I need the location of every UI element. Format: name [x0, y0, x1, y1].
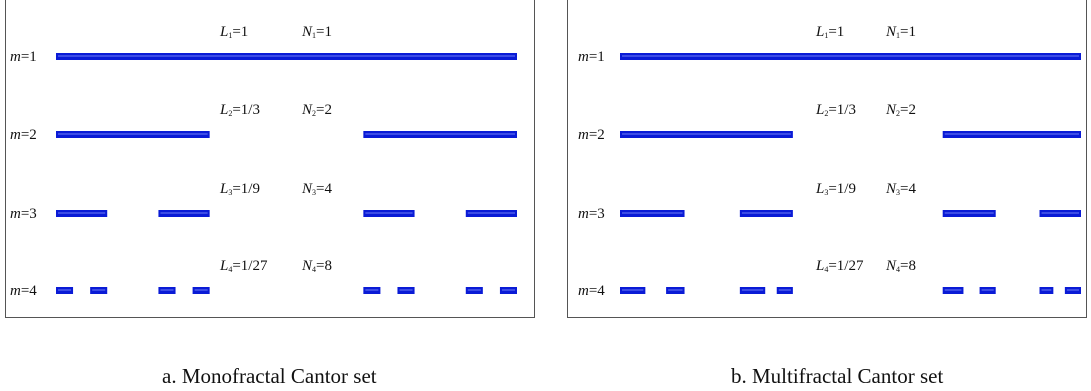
length-subscript: 3	[824, 188, 828, 197]
level-value: =3	[21, 206, 37, 222]
segment-count-label: N1=1	[301, 24, 332, 40]
level-label: m=4	[10, 283, 37, 299]
length-subscript: 2	[824, 109, 828, 118]
count-variable: N	[885, 181, 897, 197]
level-variable: m	[10, 206, 21, 222]
length-subscript: 3	[228, 188, 232, 197]
length-variable: L	[219, 24, 228, 40]
level-value: =4	[589, 283, 605, 299]
length-subscript: 2	[228, 109, 232, 118]
count-subscript: 1	[896, 31, 900, 40]
level-value: =1	[21, 49, 37, 65]
count-variable: N	[301, 181, 313, 197]
level-label: m=3	[10, 206, 37, 222]
segment-count-label: N4=8	[301, 258, 332, 274]
count-value: =4	[316, 181, 332, 197]
segment-length-label: L1=1	[219, 24, 248, 40]
multifractal-panel: m=1 L1=1 N1=1 m=2 L2=1/3 N2=2 m=3 L3=1/9 N3=4 m=4…	[567, 0, 1087, 318]
length-subscript: 4	[824, 265, 828, 274]
length-value: =1/3	[828, 102, 856, 118]
length-variable: L	[815, 181, 824, 197]
count-subscript: 4	[312, 265, 316, 274]
count-subscript: 3	[312, 188, 316, 197]
length-value: =1	[828, 24, 844, 40]
level-variable: m	[578, 49, 589, 65]
segment-length-label: L4=1/27	[815, 258, 864, 274]
level-value: =1	[589, 49, 605, 65]
segment-length-label: L2=1/3	[219, 102, 260, 118]
count-variable: N	[885, 258, 897, 274]
level-label: m=1	[10, 49, 37, 65]
length-value: =1/27	[828, 258, 864, 274]
length-value: =1/9	[828, 181, 856, 197]
count-value: =4	[900, 181, 916, 197]
count-value: =8	[900, 258, 916, 274]
segment-count-label: N4=8	[885, 258, 916, 274]
multifractal-diagram: m=1L1=1 N1=1m=2L2=1/3 N2=2m=3L3=1/9 N3=4m=4…	[578, 24, 1081, 299]
level-label: m=3	[578, 206, 605, 222]
level-variable: m	[578, 283, 589, 299]
level-value: =2	[589, 127, 605, 143]
count-subscript: 2	[312, 109, 316, 118]
monofractal-panel: m=1 L1=1 N1=1 m=2 L2=1/3 N2=2 m=3 L3=1/9 N3=4 m=4…	[5, 0, 535, 318]
level-value: =2	[21, 127, 37, 143]
segment-length-label: L4=1/27	[219, 258, 268, 274]
level-variable: m	[578, 206, 589, 222]
level-label: m=2	[578, 127, 605, 143]
count-value: =8	[316, 258, 332, 274]
count-value: =2	[900, 102, 916, 118]
length-variable: L	[815, 24, 824, 40]
monofractal-diagram: m=1L1=1 N1=1m=2L2=1/3 N2=2m=3L3=1/9 N3=4m=4…	[10, 24, 517, 299]
count-variable: N	[301, 258, 313, 274]
monofractal-caption: a. Monofractal Cantor set	[162, 364, 377, 388]
length-value: =1	[232, 24, 248, 40]
level-variable: m	[10, 283, 21, 299]
segment-length-label: L3=1/9	[815, 181, 856, 197]
length-subscript: 1	[228, 31, 232, 40]
segment-length-label: L2=1/3	[815, 102, 856, 118]
level-label: m=2	[10, 127, 37, 143]
level-label: m=1	[578, 49, 605, 65]
count-subscript: 2	[896, 109, 900, 118]
count-value: =1	[316, 24, 332, 40]
length-variable: L	[815, 258, 824, 274]
segment-count-label: N3=4	[885, 181, 916, 197]
count-subscript: 4	[896, 265, 900, 274]
segment-length-label: L3=1/9	[219, 181, 260, 197]
length-value: =1/27	[232, 258, 268, 274]
length-variable: L	[815, 102, 824, 118]
count-variable: N	[301, 24, 313, 40]
length-value: =1/9	[232, 181, 260, 197]
count-variable: N	[885, 102, 897, 118]
count-subscript: 3	[896, 188, 900, 197]
level-variable: m	[578, 127, 589, 143]
multifractal-caption: b. Multifractal Cantor set	[731, 364, 944, 388]
length-variable: L	[219, 258, 228, 274]
length-subscript: 4	[228, 265, 232, 274]
count-subscript: 1	[312, 31, 316, 40]
level-value: =3	[589, 206, 605, 222]
count-value: =1	[900, 24, 916, 40]
segment-length-label: L1=1	[815, 24, 844, 40]
segment-count-label: N2=2	[301, 102, 332, 118]
segment-count-label: N2=2	[885, 102, 916, 118]
count-value: =2	[316, 102, 332, 118]
level-variable: m	[10, 49, 21, 65]
length-variable: L	[219, 102, 228, 118]
level-label: m=4	[578, 283, 605, 299]
segment-count-label: N1=1	[885, 24, 916, 40]
length-value: =1/3	[232, 102, 260, 118]
level-variable: m	[10, 127, 21, 143]
length-variable: L	[219, 181, 228, 197]
segment-count-label: N3=4	[301, 181, 332, 197]
count-variable: N	[885, 24, 897, 40]
level-value: =4	[21, 283, 37, 299]
length-subscript: 1	[824, 31, 828, 40]
count-variable: N	[301, 102, 313, 118]
